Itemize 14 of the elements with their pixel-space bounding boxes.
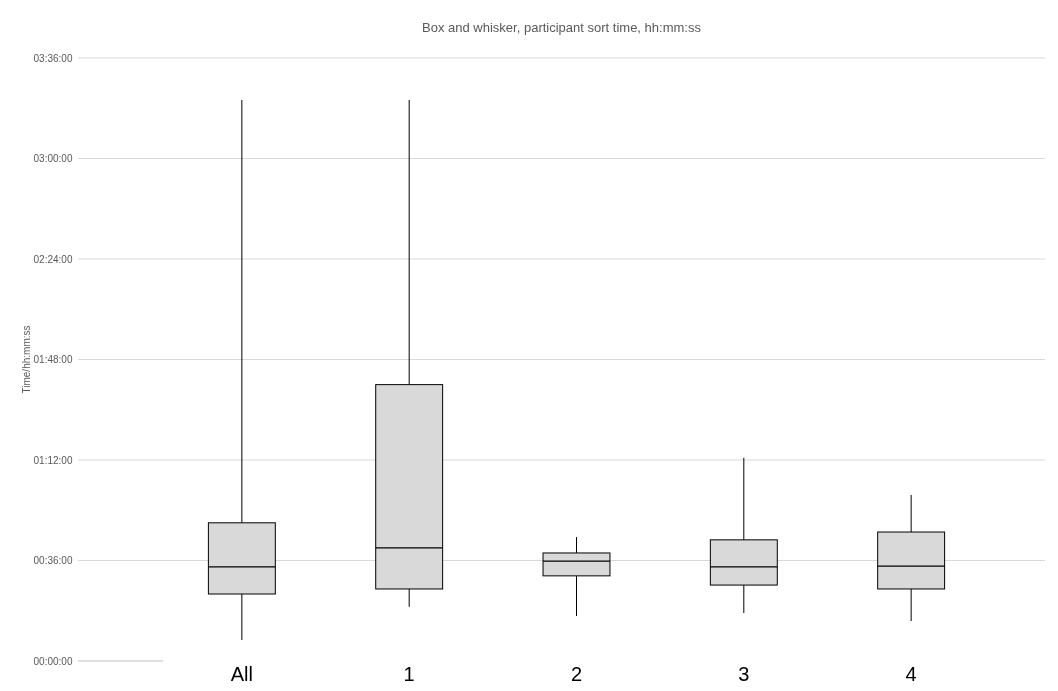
y-tick-label: 01:48:00 <box>33 354 73 365</box>
x-tick-label: All <box>230 663 253 685</box>
y-tick-label: 03:00:00 <box>33 153 73 164</box>
x-tick-label: 2 <box>570 663 583 685</box>
x-tick-label: 4 <box>905 663 917 685</box>
y-tick-label: 00:00:00 <box>33 655 73 667</box>
y-tick-label: 01:12:00 <box>33 454 73 466</box>
y-axis-title: Time/hh:mm:ss <box>21 325 32 394</box>
y-tick-label: 02:24:00 <box>33 253 73 265</box>
y-tick-label: 00:36:00 <box>33 555 73 566</box>
x-tick-label: 3 <box>738 663 750 685</box>
chart-title: Box and whisker, participant sort time, hh:mm:ss <box>422 20 702 35</box>
y-tick-label: 03:36:00 <box>33 52 73 64</box>
x-tick-label: 1 <box>403 663 415 685</box>
